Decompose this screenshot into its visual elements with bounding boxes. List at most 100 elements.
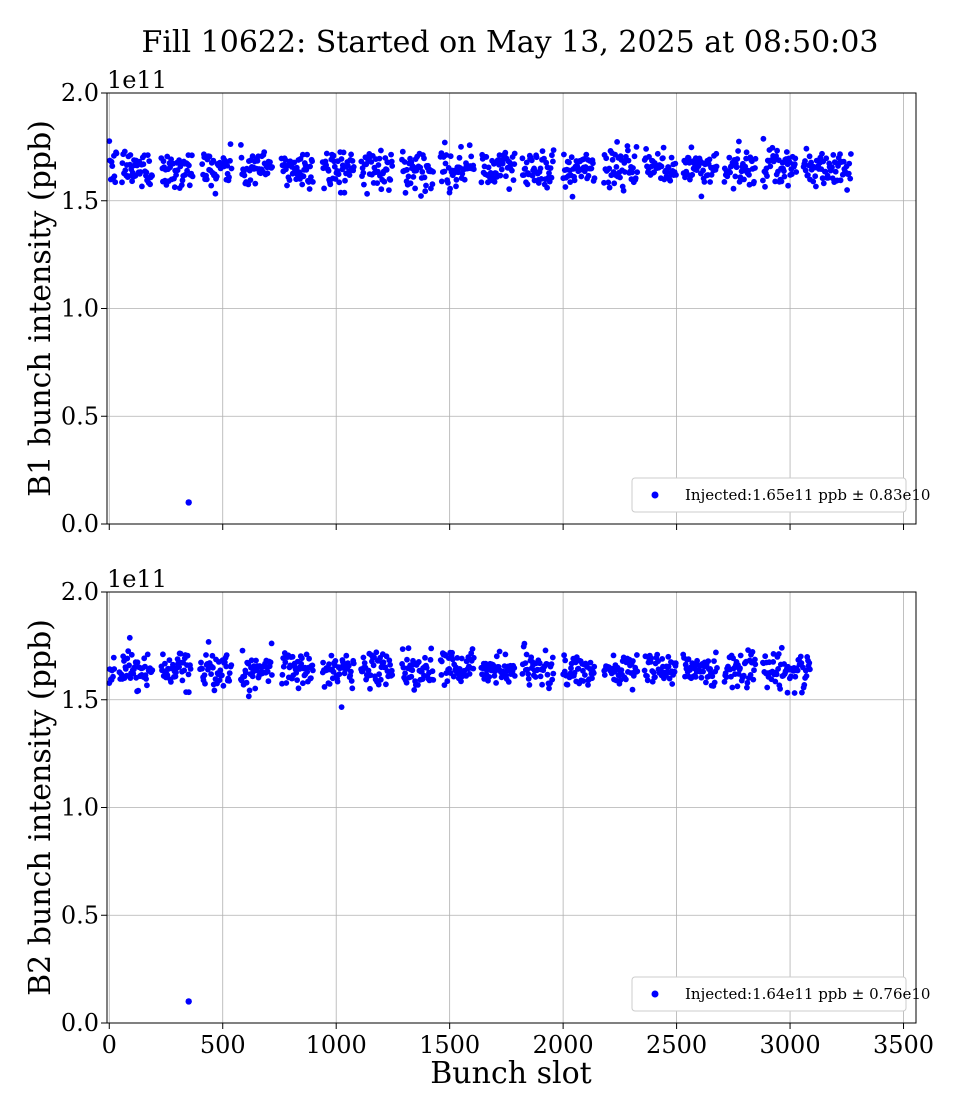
b1-bunch-point	[783, 149, 790, 155]
b2-bunch-point	[377, 676, 384, 683]
b1-bunch-point	[178, 182, 185, 189]
b1-bunch-point	[113, 150, 120, 157]
b2-x-tick-label: 500	[200, 1031, 246, 1059]
b2-x-ticks: 0 500 1000 1500 2000 2500 3000 3500	[102, 1023, 934, 1059]
b1-bunch-point	[632, 175, 639, 182]
b1-bunch-point	[685, 155, 692, 161]
b2-bunch-point	[792, 673, 799, 680]
b2-bunch-point	[493, 680, 499, 686]
b1-bunch-point	[767, 163, 774, 170]
b1-bunch-point	[306, 186, 313, 192]
b1-bunch-point	[606, 165, 613, 172]
b1-bunch-point	[546, 170, 552, 177]
b2-bunch-point	[449, 656, 456, 663]
b2-bunch-point	[772, 678, 779, 685]
b2-bunch-point	[666, 675, 673, 682]
b2-bunch-point	[486, 674, 493, 680]
b2-bunch-point	[544, 671, 551, 678]
b1-bunch-point	[364, 190, 370, 197]
b2-bunch-point	[216, 677, 223, 684]
b2-bunch-point	[248, 657, 255, 664]
b1-bunch-point	[267, 159, 273, 166]
b2-bunch-point	[429, 668, 436, 675]
b1-panel: 0.0 0.5 1.0 1.5 2.0 1e11 B1 bunch intensity …	[23, 66, 930, 538]
b2-bunch-point	[269, 672, 275, 678]
b2-bunch-point	[124, 655, 131, 662]
b1-bunch-point	[112, 179, 119, 186]
b2-bunch-point	[652, 674, 658, 680]
b1-bunch-point	[741, 176, 747, 183]
b1-bunch-point	[617, 174, 623, 181]
b1-bunch-point	[562, 184, 569, 190]
b2-bunch-point	[692, 674, 699, 680]
b2-bunch-point	[408, 673, 415, 680]
b2-bunch-point	[168, 679, 174, 685]
b1-bunch-point	[399, 148, 406, 155]
b2-bunch-point	[711, 679, 718, 686]
b1-bunch-point	[585, 172, 592, 179]
b2-bunch-point	[777, 685, 783, 692]
b1-bunch-point	[321, 185, 327, 192]
b1-bunch-point	[389, 163, 396, 169]
b2-bunch-point	[590, 670, 597, 676]
b2-bunch-point	[568, 665, 574, 672]
b2-bunch-point	[321, 684, 328, 690]
b2-bunch-point	[320, 659, 326, 666]
b1-bunch-point	[203, 176, 210, 183]
b1-bunch-point	[837, 177, 844, 184]
b2-bunch-point	[747, 672, 754, 678]
b2-bunch-point	[160, 651, 166, 658]
b1-bunch-point	[524, 181, 531, 188]
b1-bunch-point	[672, 160, 679, 167]
b1-bunch-point	[381, 178, 388, 185]
b2-bunch-point	[537, 673, 544, 680]
b1-bunch-point	[348, 151, 354, 158]
b2-bunch-point	[343, 652, 350, 659]
b1-bunch-point	[417, 164, 424, 171]
b1-bunch-point	[299, 151, 306, 158]
b2-bunch-point	[279, 671, 286, 678]
b1-bunch-point	[844, 187, 850, 193]
b1-bunch-point	[186, 162, 192, 169]
b2-bunch-point	[219, 672, 225, 679]
b1-bunch-point	[323, 150, 330, 157]
b2-bunch-point	[711, 658, 717, 664]
b2-bunch-point	[539, 681, 545, 688]
b1-bunch-point	[721, 179, 728, 185]
b1-bunch-point	[751, 178, 757, 185]
b2-bunch-point	[220, 682, 227, 689]
b2-bunch-point	[770, 659, 777, 665]
b1-bunch-point	[802, 167, 809, 174]
b2-bunch-point	[125, 648, 132, 654]
b2-bunch-point	[466, 671, 473, 677]
b2-bunch-point	[141, 655, 148, 662]
b2-bunch-point	[246, 687, 253, 694]
b2-x-tick-label: 2000	[533, 1031, 594, 1059]
b1-bunch-point	[522, 165, 529, 172]
b2-bunch-point	[265, 678, 272, 685]
b2-bunch-point	[367, 672, 374, 679]
b2-bunch-point	[360, 654, 367, 661]
b2-bunch-point	[383, 681, 389, 688]
b1-bunch-point	[140, 161, 147, 168]
b1-bunch-point	[736, 138, 742, 145]
b1-legend-box	[631, 477, 907, 513]
b1-bunch-point	[601, 179, 607, 186]
b1-bunch-point	[453, 176, 460, 183]
b2-bunch-point	[370, 662, 377, 669]
b1-bunch-point	[441, 168, 448, 175]
b2-bunch-point	[403, 679, 410, 686]
b2-offset-text: 1e11	[107, 565, 167, 593]
b1-bunch-point	[511, 161, 518, 168]
b2-bunch-point	[669, 681, 676, 687]
b2-bunch-point	[430, 677, 437, 683]
b2-bunch-point	[752, 661, 759, 668]
b1-bunch-point	[772, 178, 779, 185]
figure-title: Fill 10622: Started on May 13, 2025 at 0…	[142, 25, 879, 60]
b2-bunch-point	[185, 689, 192, 696]
b2-legend-marker	[651, 990, 659, 998]
b1-bunch-point	[583, 151, 590, 158]
b2-bunch-point	[174, 656, 181, 662]
b1-x-ticks	[108, 524, 905, 530]
b1-bunch-point	[388, 158, 395, 165]
